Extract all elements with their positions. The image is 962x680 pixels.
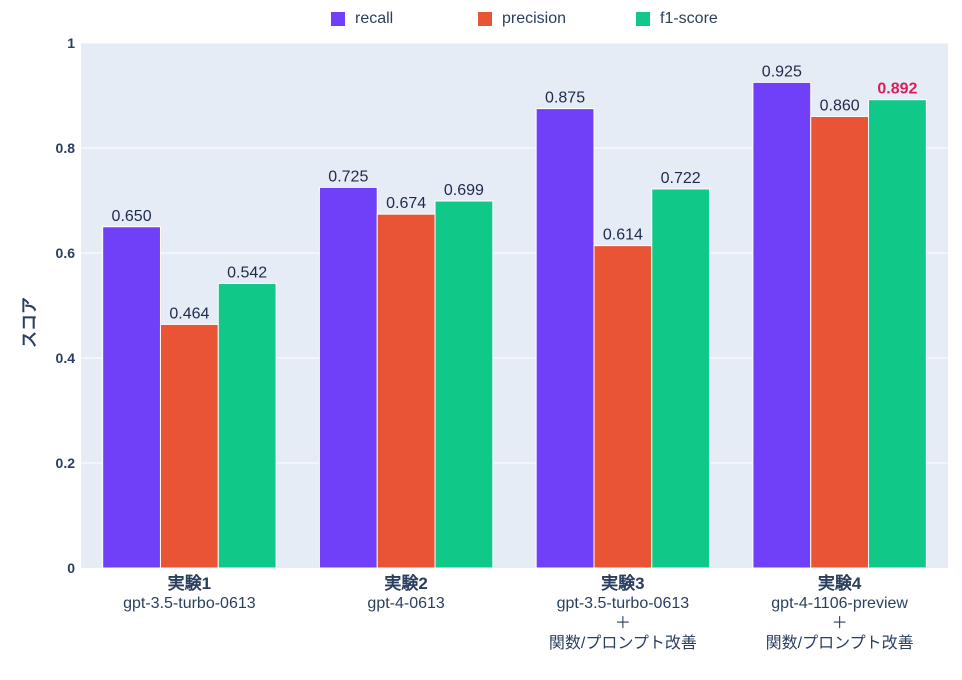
bar-f1-score-2 <box>434 200 494 569</box>
x-category-title: 実験1 <box>167 574 212 593</box>
bar-precision-3 <box>593 245 653 569</box>
bar-f1-score-4 <box>868 99 927 569</box>
bar-label-recall-4: 0.925 <box>762 63 802 80</box>
x-category-line: ＋ <box>614 615 631 632</box>
y-axis-title: スコア <box>8 297 44 348</box>
legend-item-f1-score[interactable]: f1-score <box>636 10 718 28</box>
bar-precision-1 <box>159 323 219 569</box>
y-tick-label: 0.8 <box>56 140 76 156</box>
bar-label-precision-2: 0.674 <box>386 195 426 212</box>
bar-label-precision-4: 0.860 <box>820 98 860 115</box>
legend-label: f1-score <box>660 10 718 27</box>
legend-item-precision[interactable]: precision <box>478 10 566 28</box>
x-category-line: ＋ <box>831 615 848 632</box>
bar-label-precision-3: 0.614 <box>603 227 643 244</box>
x-category-line: gpt-3.5-turbo-0613 <box>123 595 256 612</box>
x-category-line: 関数/プロンプト改善 <box>548 635 697 652</box>
x-category-line: gpt-4-0613 <box>367 595 445 612</box>
bar-label-recall-2: 0.725 <box>328 168 368 185</box>
bar-label-f1-score-1: 0.542 <box>227 264 267 281</box>
bar-label-recall-1: 0.650 <box>112 208 152 225</box>
x-category-label: 実験3 gpt-3.5-turbo-0613 ＋ 関数/プロンプト改善 <box>513 574 733 654</box>
x-category-label: 実験4 gpt-4-1106-preview ＋ 関数/プロンプト改善 <box>730 574 950 654</box>
x-category-line: gpt-3.5-turbo-0613 <box>556 595 690 612</box>
legend-item-recall[interactable]: recall <box>331 10 393 28</box>
y-tick-label: 1 <box>67 35 75 51</box>
x-category-label: 実験1 gpt-3.5-turbo-0613 <box>79 574 299 614</box>
x-category-title: 実験4 <box>817 574 862 593</box>
x-category-line: gpt-4-1106-preview <box>771 595 908 612</box>
bar-label-precision-1: 0.464 <box>169 305 209 322</box>
legend-swatch <box>331 12 345 26</box>
legend-swatch <box>636 12 650 26</box>
bar-f1-score-1 <box>217 282 277 569</box>
legend-label: precision <box>502 10 567 27</box>
bar-recall-2 <box>318 186 378 569</box>
bar-recall-3 <box>535 108 595 569</box>
y-axis-title-text: スコア <box>20 297 39 348</box>
y-tick-label: 0.4 <box>56 350 76 366</box>
legend-swatch <box>478 12 492 26</box>
x-category-title: 実験3 <box>601 574 645 593</box>
y-tick-label: 0.6 <box>56 245 76 261</box>
bar-label-recall-3: 0.875 <box>545 90 585 107</box>
y-tick-label: 0 <box>67 560 75 576</box>
x-category-label: 実験2 gpt-4-0613 <box>296 574 516 614</box>
x-category-title: 実験2 <box>384 574 428 593</box>
x-category-line: 関数/プロンプト改善 <box>765 635 914 652</box>
bar-recall-1 <box>102 226 161 569</box>
legend: recall precision f1-score <box>0 10 962 34</box>
bar-label-f1-score-3: 0.722 <box>661 170 701 187</box>
bar-label-f1-score-4: 0.892 <box>877 81 917 98</box>
bar-precision-4 <box>810 116 870 569</box>
bar-recall-4 <box>752 81 812 569</box>
y-tick-label: 0.2 <box>56 455 76 471</box>
legend-label: recall <box>355 10 394 27</box>
bar-label-f1-score-2: 0.699 <box>444 182 484 199</box>
bar-precision-2 <box>376 213 436 569</box>
bar-f1-score-3 <box>651 188 711 569</box>
